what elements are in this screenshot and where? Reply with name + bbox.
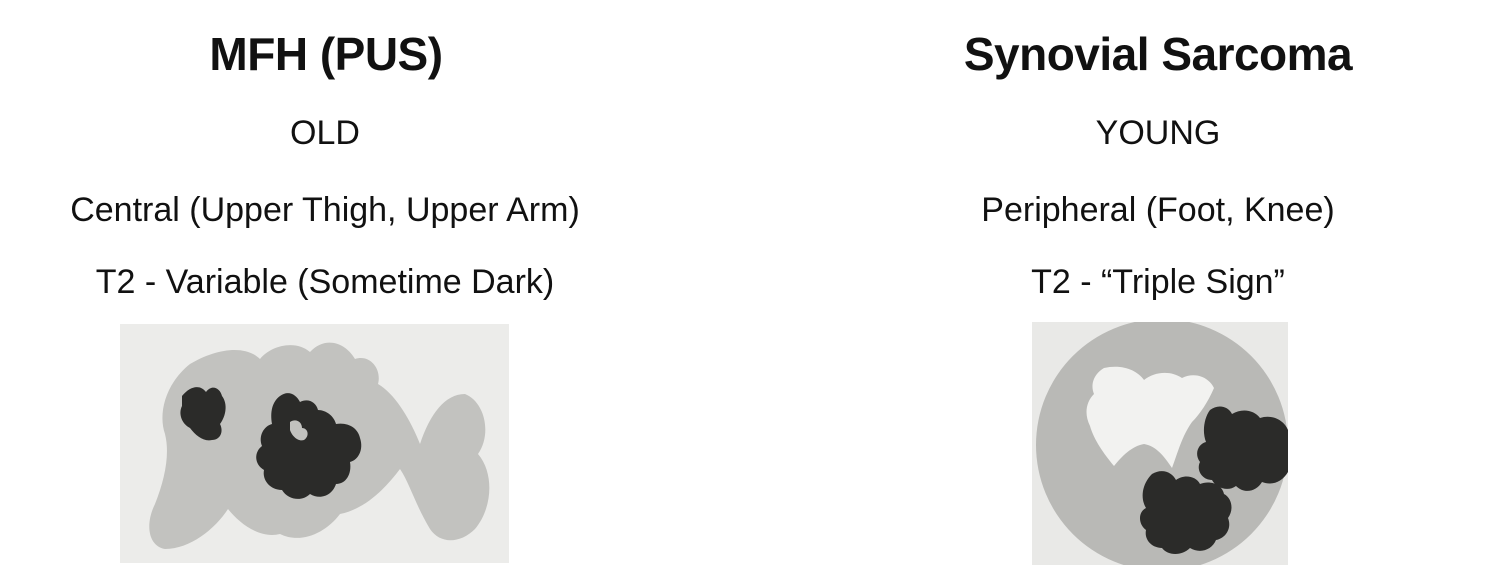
mfh-age-label: OLD [290,114,360,152]
mfh-title: MFH (PUS) [209,28,443,80]
synovial-light-region [1086,366,1214,468]
synovial-dark-region-lower [1140,471,1232,554]
mfh-t2-illustration [120,324,509,563]
synovial-age-label: YOUNG [1095,114,1221,152]
synovial-t2-label: T2 - “Triple Sign” [1031,263,1285,301]
synovial-location-label: Peripheral (Foot, Knee) [981,191,1335,229]
mfh-dark-focus-large [256,393,362,499]
mfh-t2-label: T2 - Variable (Sometime Dark) [95,263,555,301]
synovial-t2-illustration [1032,322,1288,565]
synovial-title: Synovial Sarcoma [963,28,1353,80]
synovial-dark-region-upper [1197,406,1288,491]
mfh-dark-focus-small [180,387,226,441]
mfh-location-label: Central (Upper Thigh, Upper Arm) [70,191,580,229]
mfh-dark-focus-notch [290,420,308,441]
